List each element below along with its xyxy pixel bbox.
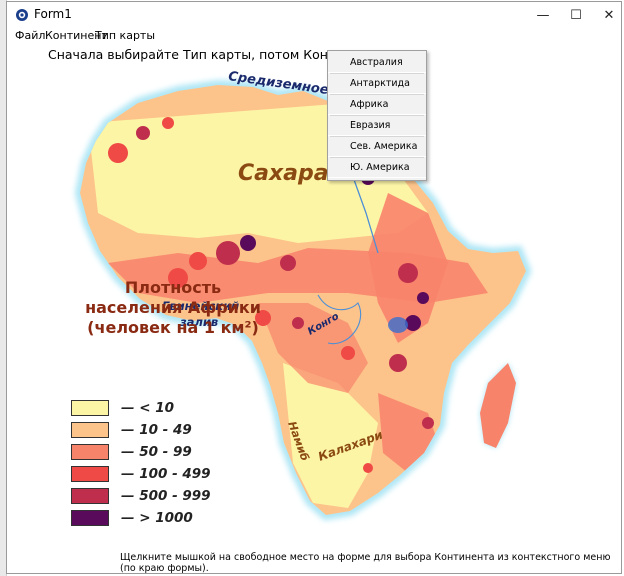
ctx-item-north-america[interactable]: Сев. Америка (328, 137, 426, 157)
legend-swatch (71, 400, 109, 416)
label-sahara: Сахара (238, 161, 329, 186)
label-gulf-line2: залив (179, 315, 218, 329)
density-blob (341, 346, 355, 360)
density-blob (240, 235, 256, 251)
ctx-item-eurasia[interactable]: Евразия (328, 116, 426, 136)
label-gulf-line1: Гвинейский (162, 299, 239, 313)
title-bar: Form1 — ☐ ✕ (7, 2, 621, 28)
legend-label: — < 10 (121, 400, 174, 416)
menu-bar: Файл Континент Тип карты (7, 28, 621, 46)
ctx-separator (330, 136, 424, 137)
legend-swatch (71, 466, 109, 482)
legend-title-line1: Плотность (124, 278, 222, 297)
density-blob (255, 310, 271, 326)
ctx-item-south-america[interactable]: Ю. Америка (328, 158, 426, 178)
legend-row: — 50 - 99 (71, 442, 192, 462)
map-legend: Плотность населения Африки (человек на 1… (68, 278, 278, 526)
density-blob (162, 117, 174, 129)
legend-label: — > 1000 (121, 510, 193, 526)
density-blob (405, 315, 421, 331)
density-blob (417, 292, 429, 304)
legend-row: — < 10 (71, 398, 174, 418)
legend-label: — 50 - 99 (121, 444, 192, 460)
legend-label: — 500 - 999 (121, 488, 211, 504)
legend-row: — 500 - 999 (71, 486, 211, 506)
density-blob (168, 268, 188, 288)
legend-title-line3: (человек на 1 км²) (87, 318, 259, 337)
density-blob (189, 252, 207, 270)
legend-row: — 10 - 49 (71, 420, 192, 440)
minimize-button[interactable]: — (536, 7, 550, 23)
density-blob (422, 417, 434, 429)
app-icon (16, 9, 28, 21)
footer-hint: Щелкните мышкой на свободное место на фо… (120, 552, 611, 574)
legend-label: — 10 - 49 (121, 422, 192, 438)
maximize-button[interactable]: ☐ (570, 7, 582, 23)
madagascar (480, 363, 516, 448)
density-blob (216, 241, 240, 265)
namib-kalahari-region (283, 363, 378, 508)
legend-title-line2: населения Африки (85, 298, 261, 317)
density-blob (136, 126, 150, 140)
menu-continent[interactable]: Континент (45, 29, 108, 42)
instruction-label: Сначала выбирайте Тип карты, потом Конти… (48, 47, 375, 62)
menu-file[interactable]: Файл (15, 29, 46, 42)
congo-river (317, 294, 362, 345)
legend-label: — 100 - 499 (121, 466, 211, 482)
context-menu: Австралия Антарктида Африка Евразия Сев.… (327, 50, 427, 181)
ctx-item-africa[interactable]: Африка (328, 95, 426, 115)
legend-swatch (71, 444, 109, 460)
density-blob (108, 143, 128, 163)
ctx-separator (330, 115, 424, 116)
density-blob (363, 463, 373, 473)
form-window: Form1 — ☐ ✕ Файл Континент Тип карты Сна… (6, 1, 622, 574)
ctx-separator (330, 157, 424, 158)
ctx-item-australia[interactable]: Австралия (328, 53, 426, 73)
density-blob (280, 255, 296, 271)
density-blob (292, 317, 304, 329)
southeast-band (378, 393, 438, 473)
legend-swatch (71, 422, 109, 438)
legend-swatch (71, 488, 109, 504)
map-picture[interactable]: Средиземное мо Сахара Гвинейский залив Конго… (48, 63, 580, 541)
density-blob (398, 263, 418, 283)
legend-row: — 100 - 499 (71, 464, 211, 484)
ctx-item-antarctica[interactable]: Антарктида (328, 74, 426, 94)
window-title: Form1 (34, 7, 72, 21)
congo-band (258, 303, 368, 393)
close-button[interactable]: ✕ (603, 7, 615, 23)
density-blob (389, 354, 407, 372)
lake-victoria (388, 317, 408, 333)
legend-swatch (71, 510, 109, 526)
legend-row: — > 1000 (71, 508, 193, 528)
ctx-separator (330, 94, 424, 95)
ctx-separator (330, 73, 424, 74)
menu-map-type[interactable]: Тип карты (95, 29, 156, 42)
